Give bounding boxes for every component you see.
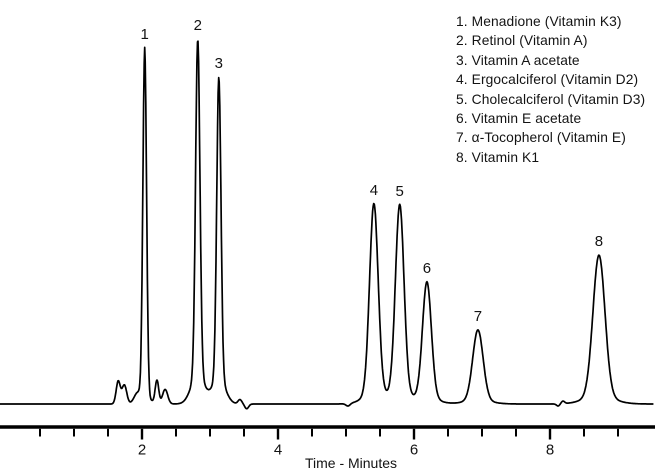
peak-number-label: 7 xyxy=(474,308,482,325)
peak-legend: 1. Menadione (Vitamin K3) 2. Retinol (Vit… xyxy=(456,12,645,167)
peak-number-label: 2 xyxy=(194,17,202,34)
legend-item: 7. α-Tocopherol (Vitamin E) xyxy=(456,130,626,146)
peak-number-label: 3 xyxy=(215,55,223,72)
peak-number-label: 6 xyxy=(423,260,431,277)
legend-item: 5. Cholecalciferol (Vitamin D3) xyxy=(456,91,646,107)
peak-number-label: 5 xyxy=(396,183,404,200)
legend-item: 1. Menadione (Vitamin K3) xyxy=(456,14,622,29)
x-axis-tick-label: 4 xyxy=(274,442,282,459)
legend-item: 2. Retinol (Vitamin A) xyxy=(456,33,588,49)
legend-item: 8. Vitamin K1 xyxy=(456,149,540,165)
chromatogram-trace xyxy=(0,40,654,410)
peak-number-label: 1 xyxy=(141,26,149,43)
x-axis-title: Time - Minutes xyxy=(304,455,398,471)
x-axis-tick-label: 6 xyxy=(410,442,418,459)
peak-number-label: 4 xyxy=(370,182,378,199)
peak-number-label: 8 xyxy=(595,233,603,250)
x-axis-tick-label: 8 xyxy=(546,442,554,459)
x-axis-tick-label: 2 xyxy=(138,442,146,459)
legend-item: 6. Vitamin E acetate xyxy=(456,111,582,127)
legend-item: 4. Ergocalciferol (Vitamin D2) xyxy=(456,72,639,88)
legend-item: 3. Vitamin A acetate xyxy=(456,52,580,68)
